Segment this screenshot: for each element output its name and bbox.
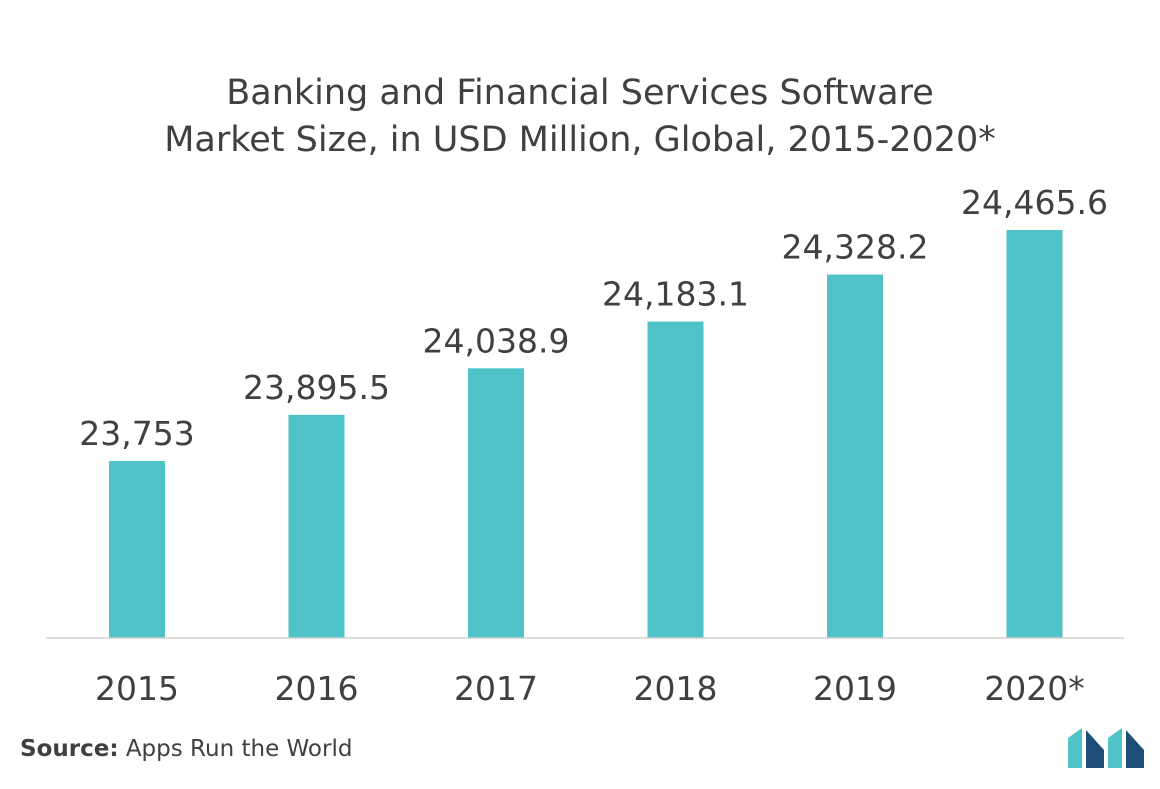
labels-group: 23,753 2015 23,895.5 2016 24,038.9 2017 24,183… <box>79 183 1108 708</box>
bar-2015 <box>109 461 165 638</box>
bar-2017 <box>468 368 524 638</box>
bar-2018 <box>647 321 704 638</box>
data-label: 24,038.9 <box>423 321 570 360</box>
source-label: Source: <box>20 736 119 762</box>
source-note: Source: Apps Run the World <box>20 736 352 762</box>
data-label: 23,895.5 <box>243 368 390 407</box>
chart-title-line1: Banking and Financial Services Software <box>226 73 934 113</box>
mordor-logo-icon <box>1068 728 1144 768</box>
bars-group <box>109 230 1063 638</box>
data-label: 24,465.6 <box>961 183 1108 222</box>
x-tick-label: 2017 <box>454 669 538 708</box>
x-tick-label: 2015 <box>95 669 179 708</box>
chart-title: Banking and Financial Services Software … <box>0 70 1160 164</box>
x-tick-label: 2018 <box>634 669 718 708</box>
bar-2020 <box>1006 230 1063 638</box>
bar-2019 <box>827 274 883 638</box>
source-text: Apps Run the World <box>125 736 353 762</box>
chart-title-line2: Market Size, in USD Million, Global, 201… <box>164 120 996 160</box>
bar-2016 <box>288 414 345 638</box>
data-label: 23,753 <box>79 414 194 453</box>
data-label: 24,183.1 <box>602 275 749 314</box>
x-tick-label: 2020* <box>984 669 1084 708</box>
x-tick-label: 2019 <box>813 669 897 708</box>
data-label: 24,328.2 <box>782 228 929 267</box>
x-tick-label: 2016 <box>275 669 359 708</box>
